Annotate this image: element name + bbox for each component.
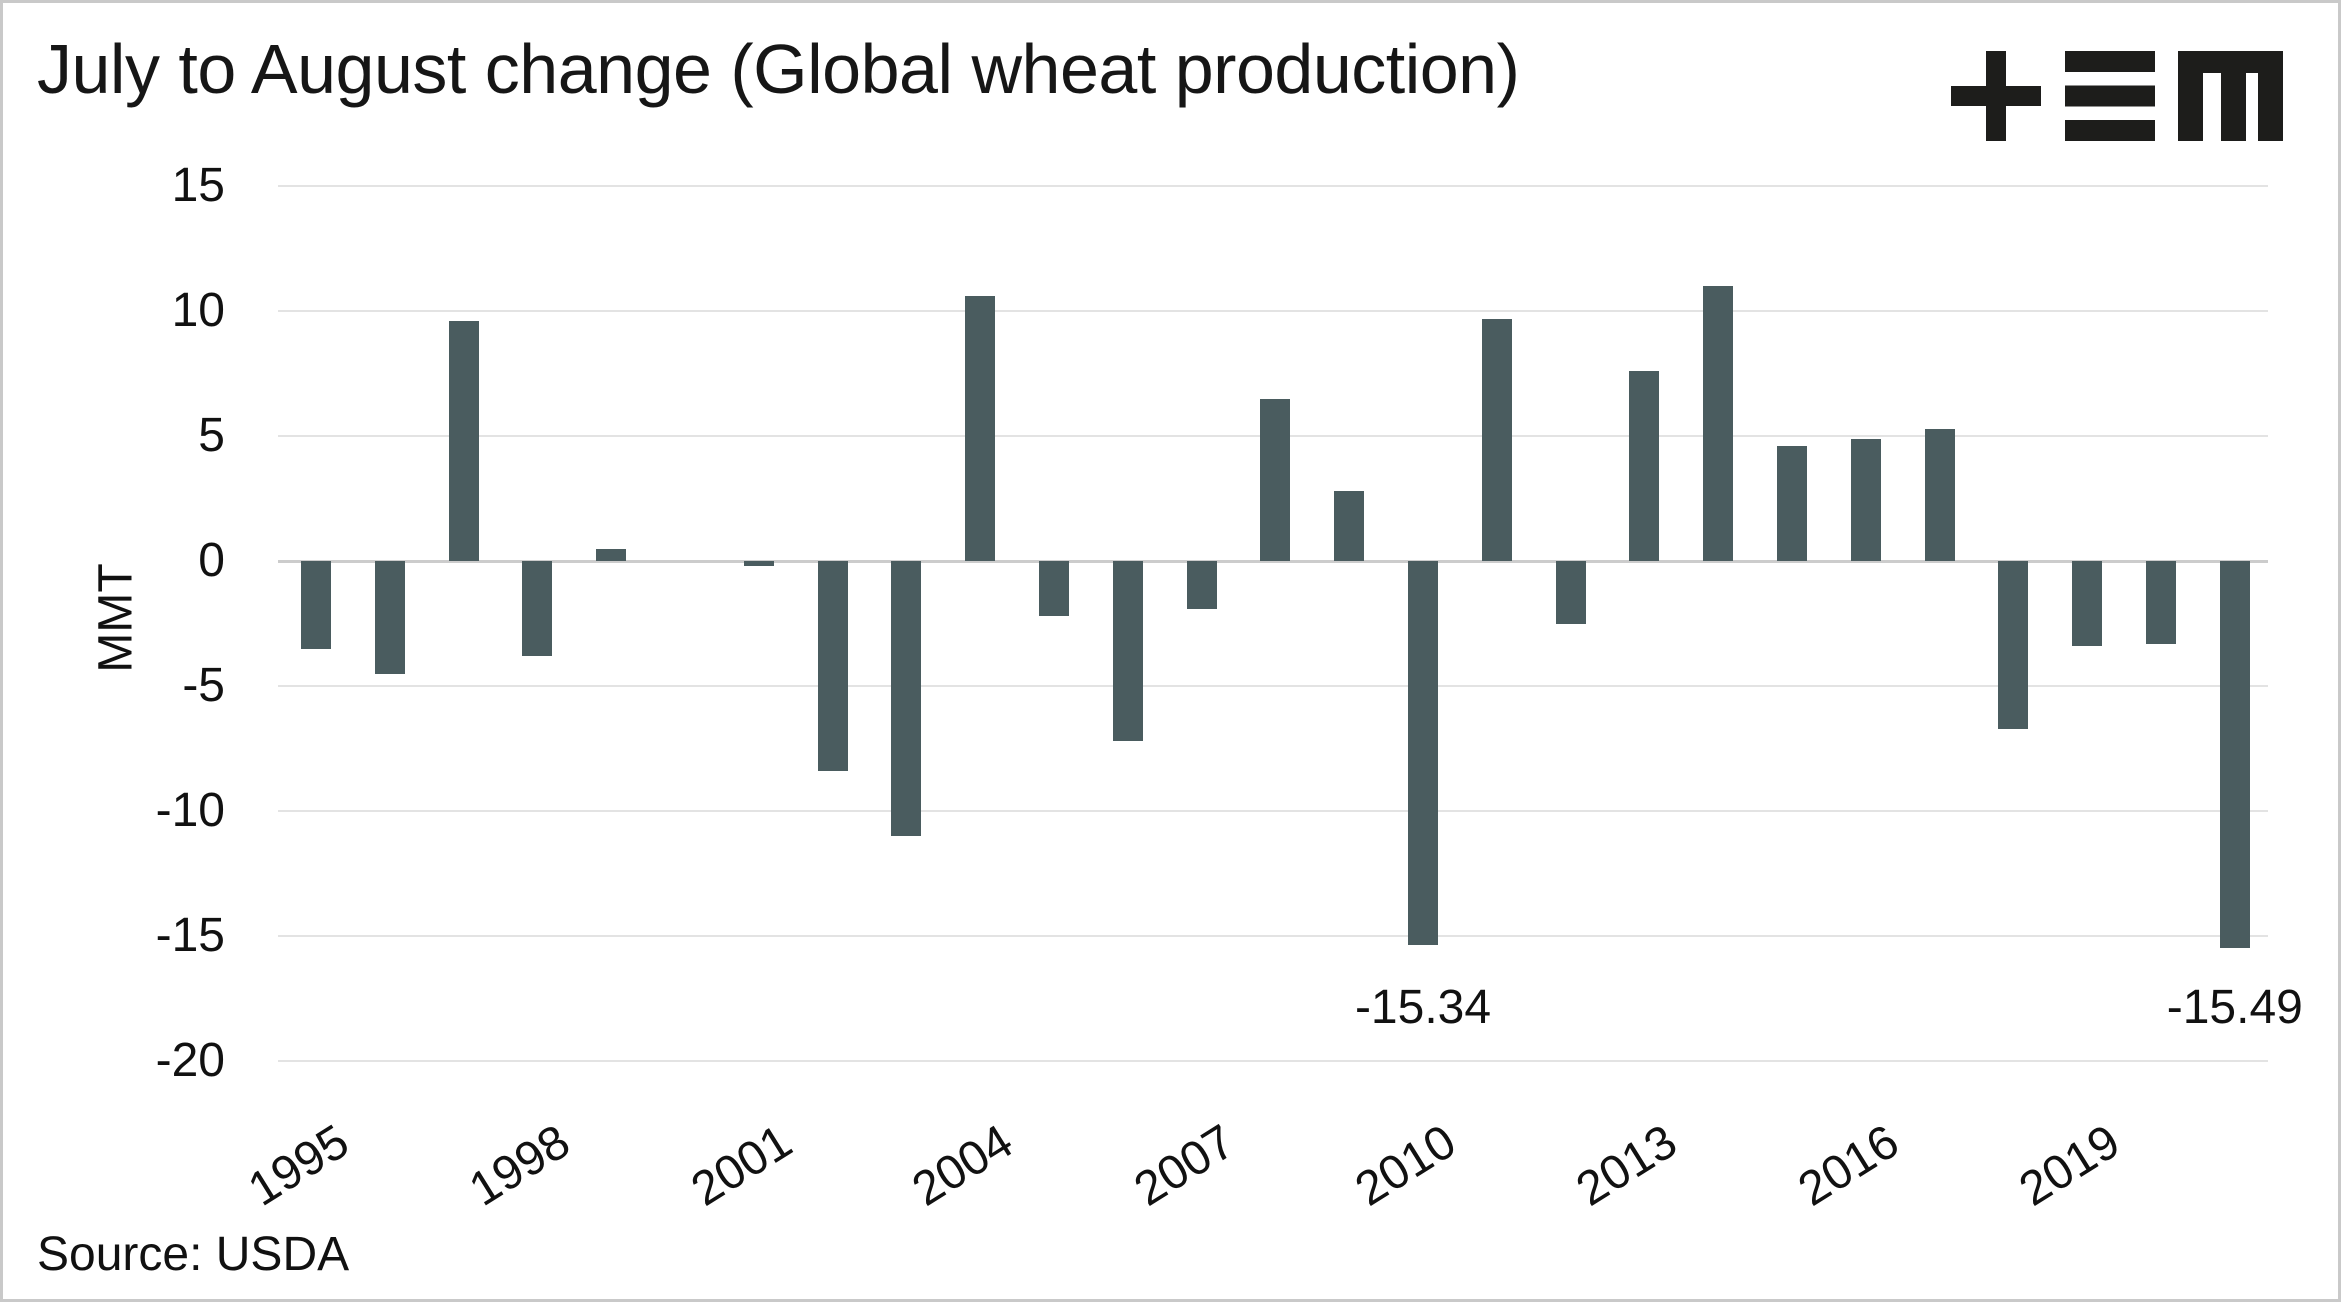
bar-1996 — [374, 561, 405, 674]
bar-2003 — [891, 561, 922, 836]
bar-2009 — [1334, 491, 1365, 561]
x-tick-label-2004: 2004 — [903, 1115, 1023, 1217]
bar-2012 — [1555, 561, 1586, 624]
bar-2017 — [1924, 428, 1955, 561]
gridline-y--15 — [278, 935, 2268, 937]
x-tick-label-2013: 2013 — [1567, 1115, 1687, 1217]
x-tick-label-2019: 2019 — [2010, 1115, 2130, 1217]
bar-2013 — [1629, 371, 1660, 561]
source-note: Source: USDA — [37, 1228, 350, 1281]
bar-2014 — [1703, 286, 1734, 561]
bar-2001 — [743, 561, 774, 566]
bar-2007 — [1186, 561, 1217, 609]
bar-2015 — [1777, 446, 1807, 561]
gridline-y-10 — [278, 310, 2268, 312]
logo-bar-top — [2065, 51, 2155, 72]
y-tick-label--10: -10 — [155, 784, 225, 837]
bar-2020 — [2146, 561, 2176, 644]
logo-m-glyph — [2178, 51, 2283, 141]
logo-bar-middle — [2065, 85, 2155, 107]
logo-bar-bottom — [2065, 120, 2155, 141]
y-tick-label-0: 0 — [198, 534, 225, 587]
bar-2010 — [1408, 561, 1438, 945]
data-label-2010: -15.34 — [1354, 981, 1492, 1034]
bar-chart-plot: 15 10 5 0 -5 -10 -15 -20 1995 1998 2001 2004 2007 201… — [3, 3, 2338, 1299]
bar-2005 — [1039, 561, 1069, 616]
x-tick-label-2010: 2010 — [1346, 1115, 1466, 1217]
x-tick-label-2007: 2007 — [1125, 1115, 1244, 1217]
x-tick-label-1995: 1995 — [239, 1115, 359, 1217]
y-tick-label--5: -5 — [182, 659, 225, 712]
y-tick-label-5: 5 — [198, 409, 225, 462]
bar-1998 — [522, 561, 553, 656]
bar-2019 — [2072, 561, 2103, 646]
bar-2006 — [1112, 561, 1143, 741]
bar-1997 — [448, 321, 479, 561]
bar-2016 — [1850, 438, 1881, 561]
x-tick-label-2001: 2001 — [682, 1115, 801, 1217]
bar-2002 — [817, 561, 848, 771]
y-tick-label-10: 10 — [171, 284, 225, 337]
x-tick-label-1998: 1998 — [460, 1115, 580, 1217]
bar-1995 — [301, 561, 331, 649]
logo-plus-horizontal — [1951, 86, 2041, 106]
data-label-2021: -15.49 — [2166, 981, 2303, 1034]
y-tick-label-15: 15 — [171, 159, 225, 212]
gridline-y--10 — [278, 810, 2268, 812]
bar-1999 — [596, 548, 627, 561]
x-tick-label-2016: 2016 — [1789, 1115, 1908, 1217]
plus-three-bars-m-logo-icon — [1951, 51, 2283, 141]
gridline-y-15 — [278, 185, 2268, 187]
bar-2018 — [1998, 561, 2029, 729]
gridline-y--20 — [278, 1060, 2268, 1062]
bar-2011 — [1481, 318, 1512, 561]
gridline-y--5 — [278, 685, 2268, 687]
bar-2004 — [965, 296, 996, 561]
y-tick-label--20: -20 — [155, 1034, 225, 1087]
zero-gridline — [278, 559, 2268, 563]
y-tick-label--15: -15 — [155, 909, 225, 962]
chart-title: July to August change (Global wheat prod… — [37, 30, 1520, 108]
bar-2008 — [1260, 398, 1291, 561]
bar-2021 — [2219, 561, 2250, 949]
